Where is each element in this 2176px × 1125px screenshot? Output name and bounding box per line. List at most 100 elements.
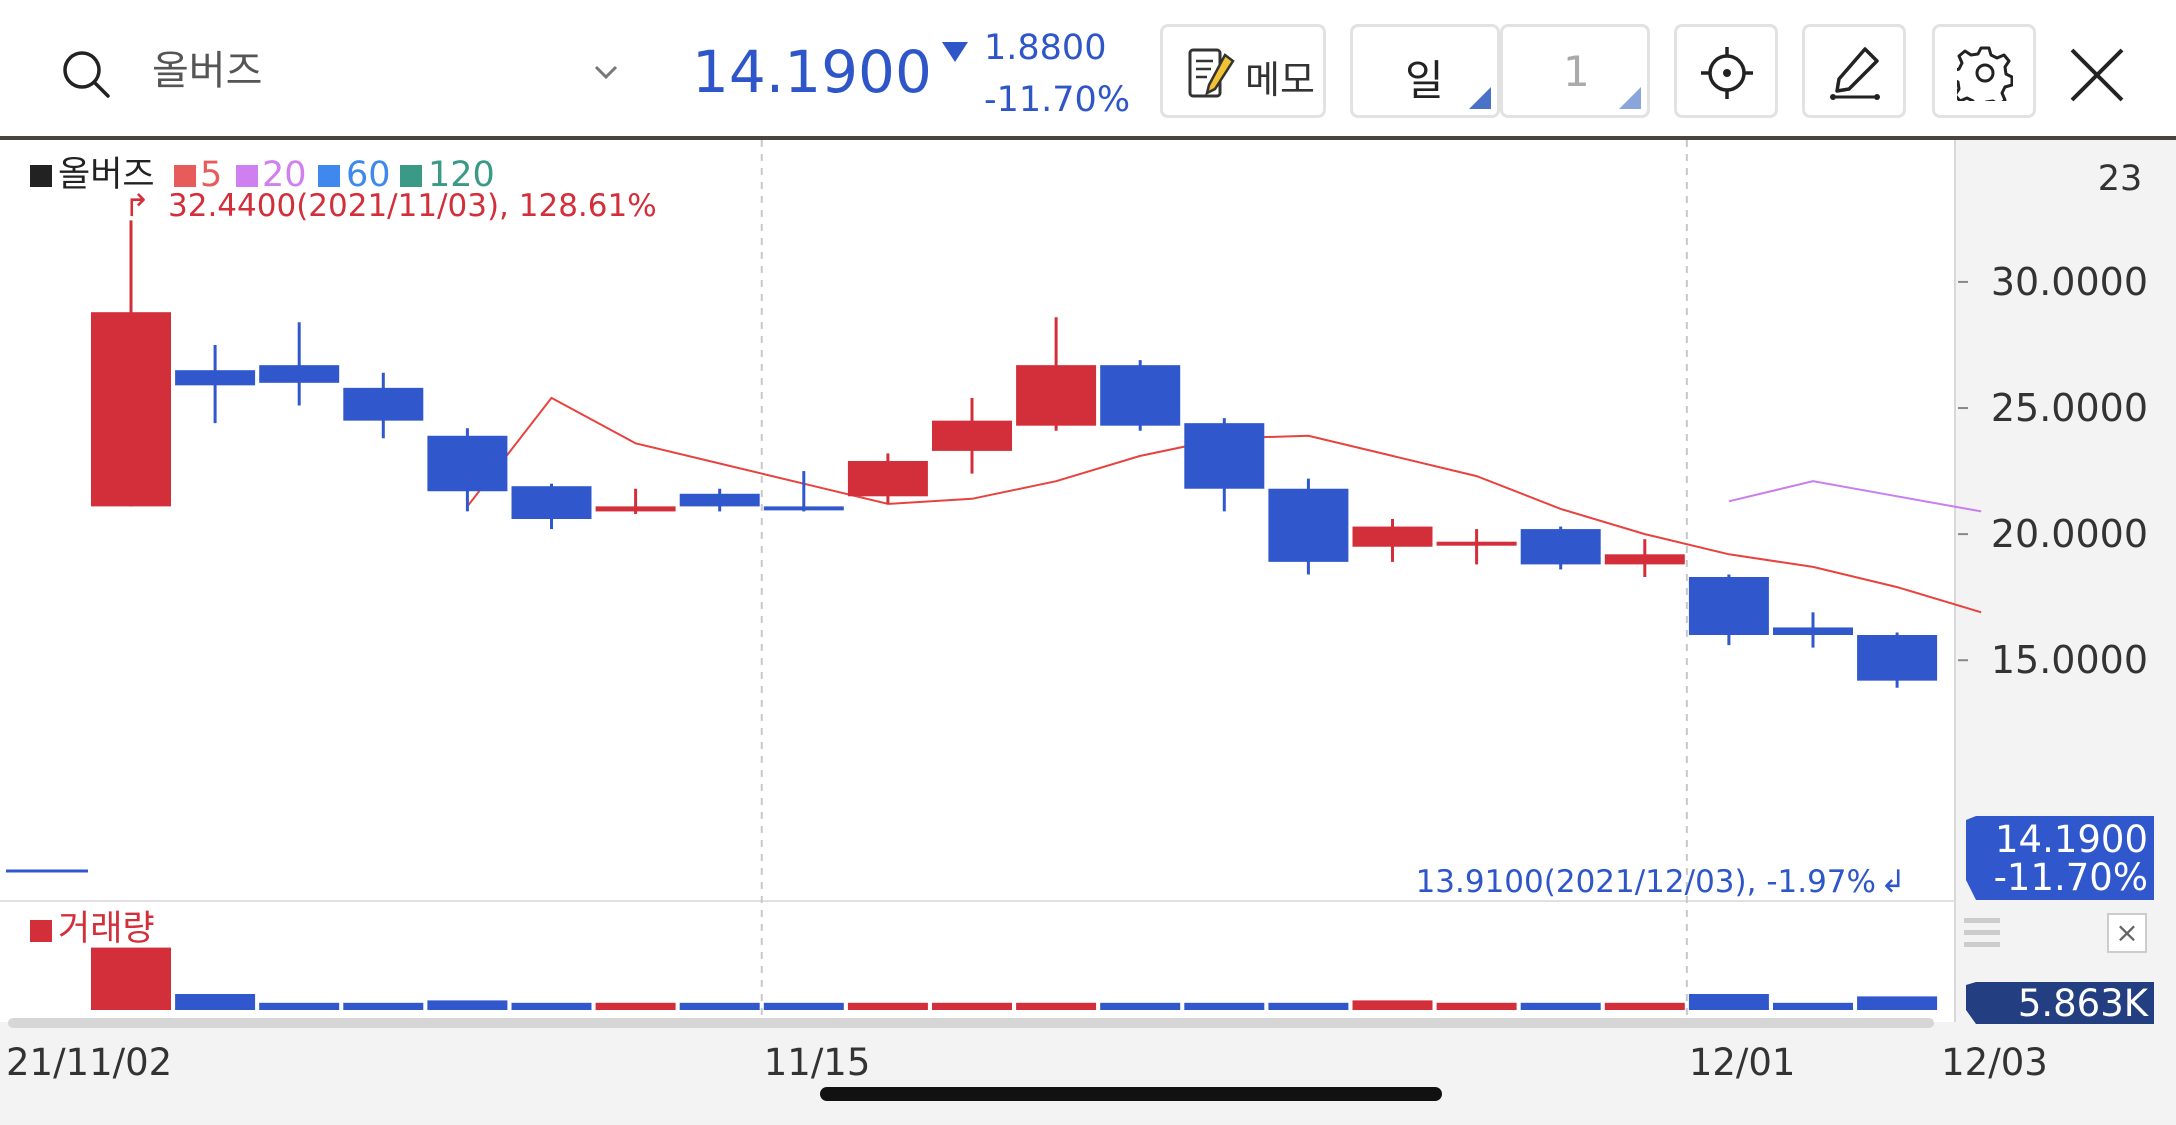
- legend-symbol: 올버즈: [58, 155, 155, 195]
- volume-bar: [595, 1002, 676, 1010]
- drawing-tool-button[interactable]: [1802, 24, 1906, 118]
- corner-triangle-icon: [1469, 87, 1491, 109]
- period-selector[interactable]: 일: [1350, 24, 1500, 118]
- horizontal-scrollbar[interactable]: [8, 1018, 1934, 1028]
- last-pct-label: -11.70%: [1994, 856, 2148, 899]
- volume-bar: [1184, 1002, 1265, 1010]
- current-price: 14.1900: [692, 38, 932, 106]
- crosshair-icon: [1701, 47, 1753, 99]
- legend-swatch-ma5: [174, 165, 196, 187]
- low-annotation: 13.9100(2021/12/03), -1.97%: [1416, 864, 1876, 900]
- candle-body: [763, 506, 844, 511]
- close-pane-icon: ×: [2115, 916, 2138, 949]
- volume-tag: 5.863K: [1966, 982, 2154, 1025]
- candle-body: [1604, 554, 1685, 565]
- volume-bar: [847, 1002, 928, 1010]
- candle-body: [175, 370, 256, 386]
- price-tick-label: 15.0000: [1991, 638, 2148, 682]
- candles: [91, 220, 1938, 688]
- legend-swatch-volume: [30, 920, 52, 942]
- gridlines: [760, 140, 1688, 1022]
- date-label: 12/03: [1941, 1041, 2048, 1084]
- close-icon[interactable]: [2066, 44, 2128, 106]
- volume-bar: [91, 947, 171, 1010]
- last-price-tag-bg: [1966, 816, 2154, 900]
- date-label: 11/15: [764, 1041, 871, 1084]
- price-tick-label: 25.0000: [1991, 386, 2148, 430]
- candle-body: [1016, 365, 1097, 426]
- legend-ma20: 20: [262, 155, 307, 195]
- candle-body: [1773, 627, 1853, 636]
- pencil-icon: [1830, 47, 1880, 100]
- volume-bar: [175, 994, 256, 1010]
- volume-bar: [259, 1002, 340, 1010]
- volume-bar: [1520, 1002, 1601, 1010]
- volume-bar: [1100, 1002, 1181, 1010]
- volume-bar: [679, 1002, 760, 1010]
- chart-area[interactable]: 30.0000 25.0000 20.0000 15.0000 21/11/02 11/…: [0, 140, 2176, 1125]
- period-label: 일: [1405, 56, 1444, 105]
- volume-bar: [1604, 1002, 1685, 1010]
- candle-body: [1268, 488, 1349, 562]
- date-axis-panel: [0, 1022, 2176, 1125]
- volume-bar: [1268, 1002, 1349, 1010]
- legend-ma5: 5: [200, 155, 222, 195]
- volume-bar: [1688, 994, 1769, 1010]
- visible-bar-count: 23: [2098, 159, 2143, 199]
- candlestick-chart[interactable]: 30.0000 25.0000 20.0000 15.0000 21/11/02 11/…: [0, 140, 2176, 1125]
- volume-bar: [1436, 1002, 1517, 1010]
- ma20-line: [1728, 480, 1982, 513]
- candle-body: [1688, 577, 1769, 636]
- count-selector[interactable]: 1: [1500, 24, 1650, 118]
- legend: 올버즈 5 20 60 120 거래량: [30, 155, 495, 949]
- date-label: 12/01: [1689, 1041, 1796, 1084]
- candle-body: [511, 486, 592, 519]
- volume-bar: [1352, 1000, 1433, 1010]
- candle-body: [1352, 526, 1433, 547]
- candle-body: [91, 312, 171, 507]
- high-marker-arrow: ↱: [124, 188, 150, 224]
- top-toolbar: 올버즈 14.1900 1.8800 -11.70% 메모 일 1: [0, 0, 2176, 140]
- settings-button[interactable]: [1932, 24, 2036, 118]
- pane-drag-handle-icon[interactable]: [1964, 918, 2000, 947]
- memo-button[interactable]: 메모: [1160, 24, 1326, 118]
- count-label: 1: [1563, 47, 1590, 96]
- corner-triangle-icon: [1619, 87, 1641, 109]
- crosshair-button[interactable]: [1674, 24, 1778, 118]
- candle-body: [1184, 423, 1265, 489]
- last-price-label: 14.1900: [1995, 818, 2148, 861]
- price-change: 1.8800: [984, 28, 1107, 68]
- candle-body: [1857, 635, 1938, 681]
- down-triangle-icon: [942, 42, 968, 62]
- price-change-percent: -11.70%: [984, 80, 1131, 120]
- candle-body: [1520, 529, 1601, 565]
- last-price-tag: 14.1900 -11.70%: [1966, 816, 2154, 900]
- candle-body: [343, 387, 424, 421]
- candle-body: [847, 460, 928, 497]
- volume-bar: [511, 1002, 592, 1010]
- chevron-down-icon[interactable]: [590, 56, 622, 88]
- legend-swatch-ma20: [236, 165, 258, 187]
- legend-volume: 거래량: [58, 909, 155, 949]
- memo-icon: [1188, 48, 1235, 98]
- volume-bar: [427, 1000, 508, 1010]
- candle-body: [1100, 365, 1181, 426]
- high-annotation: 32.4400(2021/11/03), 128.61%: [168, 188, 657, 224]
- price-tick-label: 20.0000: [1991, 512, 2148, 556]
- volume-tag-bg: [1966, 982, 2154, 1024]
- volume-bar: [343, 1002, 424, 1010]
- candle-body: [1436, 541, 1517, 546]
- candle-body: [932, 420, 1012, 451]
- symbol-name[interactable]: 올버즈: [152, 48, 263, 94]
- memo-label: 메모: [1245, 58, 1315, 102]
- volume-bar: [932, 1002, 1012, 1010]
- volume-bars: [91, 947, 1938, 1010]
- low-marker-arrow: ↲: [1880, 864, 1906, 900]
- legend-swatch-ma120: [400, 165, 422, 187]
- search-icon[interactable]: [58, 46, 114, 102]
- legend-swatch-symbol: [30, 165, 52, 187]
- legend-ma120: 120: [428, 155, 495, 195]
- candle-body: [679, 493, 760, 507]
- close-pane-button[interactable]: [2107, 913, 2147, 953]
- gear-icon: [1957, 46, 2013, 101]
